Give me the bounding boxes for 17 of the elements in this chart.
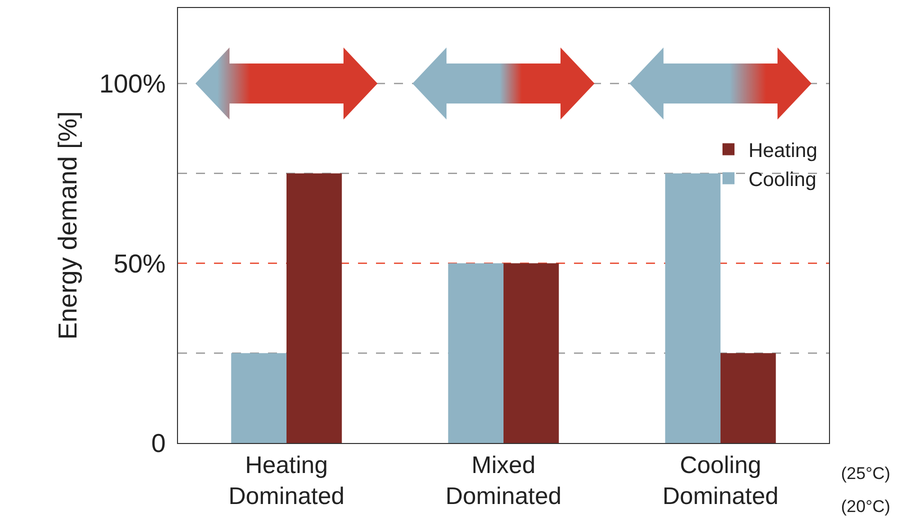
y-tick-label: 0 — [151, 428, 166, 458]
x-tick-label: Cooling Dominated — [662, 452, 779, 510]
y-tick-label: 100% — [99, 68, 166, 99]
bar — [720, 353, 776, 443]
y-tick-label: 50% — [114, 248, 166, 278]
legend-label: Heating — [748, 140, 818, 162]
bar — [504, 263, 559, 443]
bar — [231, 353, 286, 443]
bar — [448, 263, 504, 443]
y-axis-title: Energy demand [%] — [52, 111, 83, 340]
bar — [286, 173, 342, 443]
text: (20°C) — [841, 497, 890, 516]
x-tick-label: Heating Dominated — [228, 452, 345, 510]
legend-label: Cooling — [748, 169, 816, 192]
bar — [665, 173, 720, 443]
text: (25°C) — [841, 464, 890, 483]
x-tick-label: Mixed Dominated — [445, 452, 562, 510]
